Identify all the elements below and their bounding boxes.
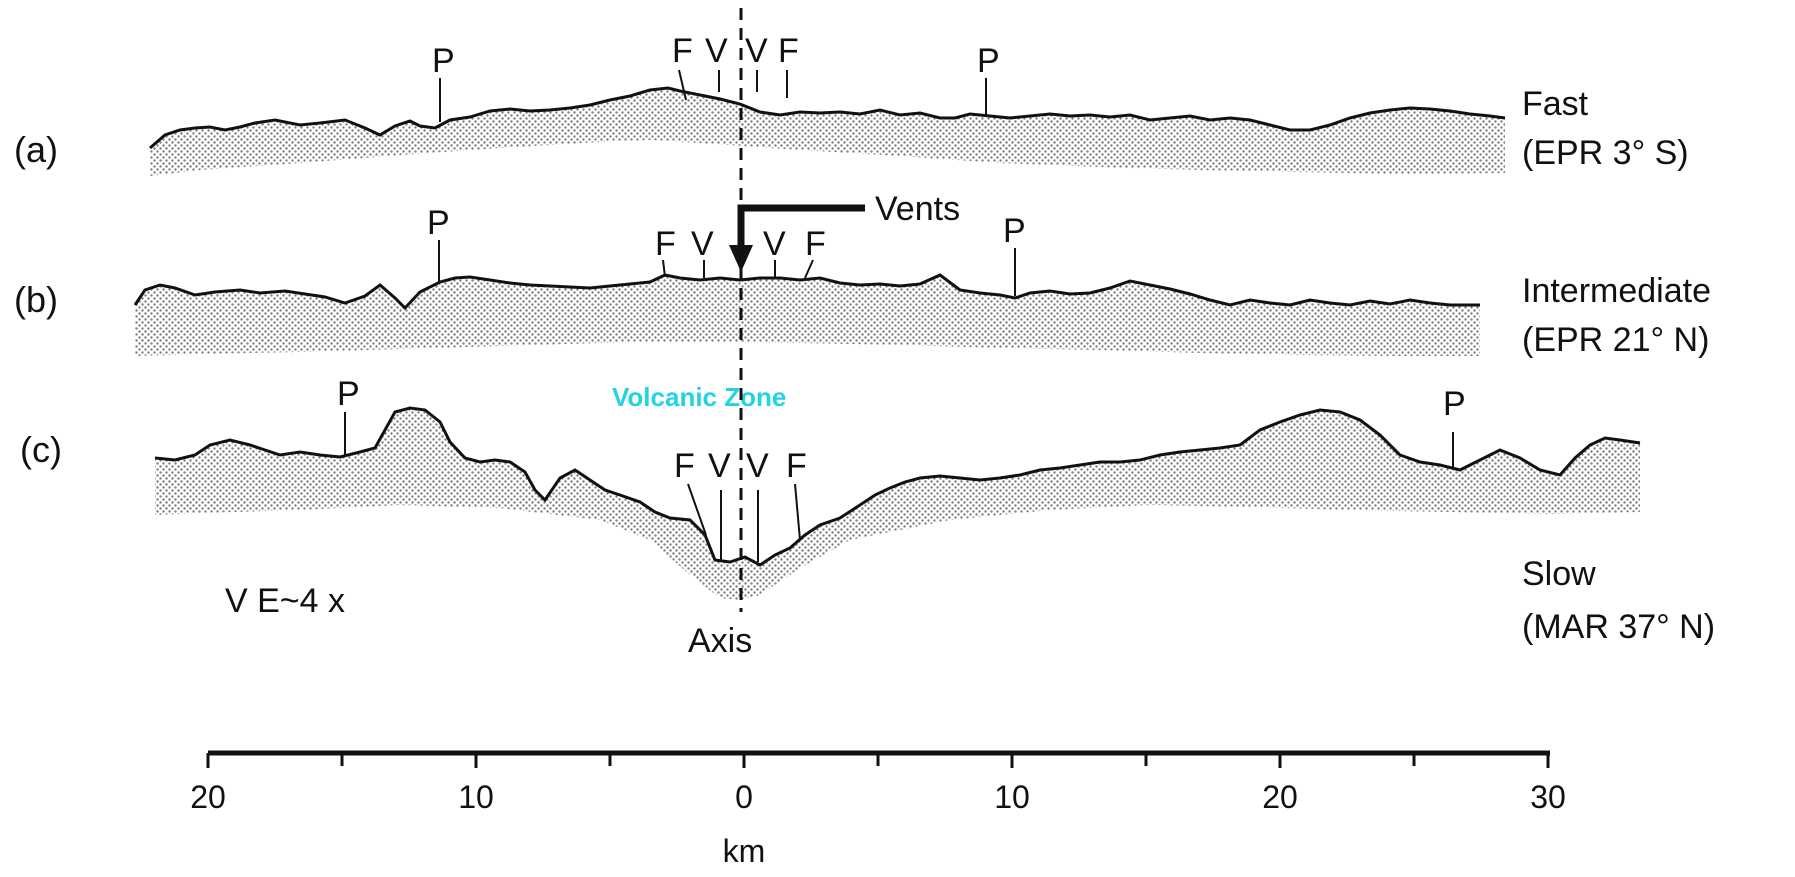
profile-b-location: (EPR 21° N) [1522,321,1709,359]
marker-line [662,259,666,278]
distance-scale: 20 10 0 10 20 30 km [190,750,1566,869]
scale-tick-label: 20 [1262,779,1298,815]
marker-f-right: F [805,225,826,263]
scale-tick-label: 0 [735,779,753,815]
marker-f-left: F [674,447,695,485]
marker-p-right: P [1003,212,1026,250]
marker-line [678,69,687,101]
profile-a-seafloor-line [149,86,1506,150]
marker-line [687,483,707,536]
vertical-exaggeration-label: V E~4 x [225,582,345,620]
marker-line [804,259,814,279]
marker-v-right: V [745,32,768,70]
profile-c-markers [344,412,1454,562]
profile-c-crust [155,408,1640,600]
profile-a-location: (EPR 3° S) [1522,134,1689,172]
profile-a-speed: Fast [1522,85,1589,123]
scale-unit-label: km [723,833,766,869]
marker-v-left: V [691,225,714,263]
marker-f-right: F [786,447,807,485]
profile-c: P F V V F P (c) Slow (MAR 37° N) [20,375,1715,646]
marker-line [794,483,801,541]
marker-f-left: F [672,32,693,70]
scale-tick-label: 20 [190,779,226,815]
axis-label: Axis [688,622,752,660]
profile-b: P F V V F P (b) Intermediate (EPR 21° N) [14,204,1711,359]
marker-v-left: V [705,32,728,70]
marker-p-left: P [337,375,360,413]
volcanic-zone-backdrop [800,382,1045,436]
scale-tick-label: 10 [458,779,494,815]
vents-arrow [737,204,865,245]
profile-a-markers [439,69,987,122]
volcanic-zone-callout: Volcanic Zone [612,382,1045,436]
profile-a: P F V V F P (a) Fast (EPR 3° S) [14,32,1689,176]
profile-b-speed: Intermediate [1522,272,1711,310]
marker-p-right: P [977,42,1000,80]
profile-a-label: (a) [14,129,58,170]
scale-tick-label: 10 [994,779,1030,815]
profile-c-location: (MAR 37° N) [1522,608,1715,646]
scale-tick-label: 30 [1530,779,1566,815]
profile-c-speed: Slow [1522,555,1596,593]
profile-b-markers [438,240,1016,296]
marker-v-left: V [708,447,731,485]
scale-ticks [206,753,1550,768]
marker-v-right: V [763,225,786,263]
profile-b-crust [135,275,1480,356]
marker-p-left: P [427,204,450,242]
marker-f-right: F [778,32,799,70]
profile-a-crust [150,88,1505,176]
marker-f-left: F [655,225,676,263]
marker-p-left: P [432,42,455,80]
profile-c-label: (c) [20,429,62,470]
marker-v-right: V [746,447,769,485]
vents-label: Vents [875,190,960,228]
marker-p-right: P [1443,385,1466,423]
profile-c-seafloor-line [154,406,1641,567]
profile-b-seafloor-line [133,273,1480,311]
profile-b-label: (b) [14,279,58,320]
volcanic-zone-label: Volcanic Zone [612,382,786,412]
